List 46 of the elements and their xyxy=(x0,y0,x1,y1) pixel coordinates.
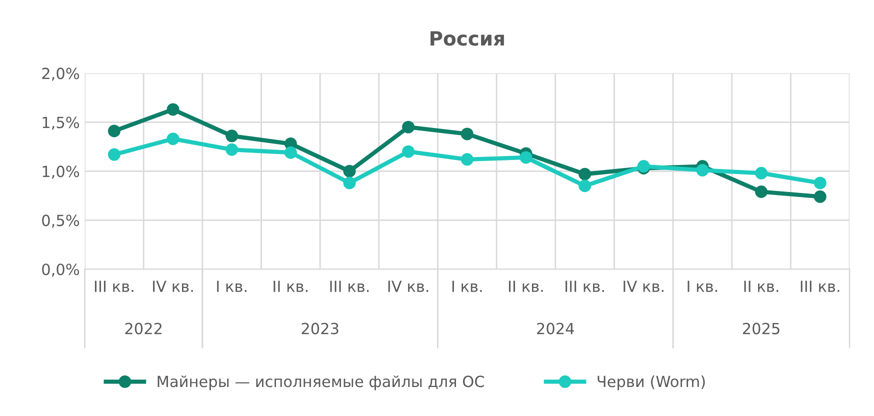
y-tick-label: 2,0% xyxy=(42,68,80,81)
x-tick-label: III кв. xyxy=(330,280,369,292)
point xyxy=(755,186,768,198)
point xyxy=(108,124,120,138)
x-tick-label: III кв. xyxy=(800,280,840,292)
x-tick-label: IV кв. xyxy=(153,280,193,292)
x-tick-label: II кв. xyxy=(274,280,308,292)
point xyxy=(226,130,238,142)
point xyxy=(460,128,474,140)
point xyxy=(814,190,826,203)
point xyxy=(166,132,180,146)
y-tick-label: 0,5% xyxy=(42,214,80,228)
y-tick-label: 0,0% xyxy=(42,264,80,277)
x-tick-label: II кв. xyxy=(744,280,778,292)
point xyxy=(226,143,238,156)
point xyxy=(520,151,532,164)
chart-title: Россия xyxy=(430,31,504,46)
x-tick-label: I кв. xyxy=(688,280,718,292)
x-tick-label: I кв. xyxy=(217,280,246,292)
legend-label: Майнеры — исполняемые файлы для ОС xyxy=(158,375,484,390)
x-tick-label: I кв. xyxy=(452,280,482,292)
point xyxy=(402,120,415,134)
point xyxy=(166,103,180,116)
point xyxy=(814,176,826,190)
x-tick-label: III кв. xyxy=(566,280,604,292)
text: 2023 xyxy=(302,322,338,334)
point xyxy=(696,164,709,176)
x-tick-label: II кв. xyxy=(509,280,543,292)
point xyxy=(578,168,592,180)
point xyxy=(343,164,356,178)
y-tick-label: 1,5% xyxy=(42,116,80,130)
text: 2025 xyxy=(742,322,780,334)
y-tick-label: 1,0% xyxy=(42,166,80,179)
point xyxy=(402,145,415,158)
point xyxy=(108,148,120,161)
point xyxy=(343,176,356,190)
x-tick-label: IV кв. xyxy=(624,280,664,292)
point xyxy=(578,180,592,192)
point xyxy=(284,146,297,159)
point xyxy=(460,153,474,166)
text: 2022 xyxy=(125,322,162,334)
text: 2024 xyxy=(537,322,574,334)
x-tick-label: III кв. xyxy=(94,280,134,292)
x-tick-label: IV кв. xyxy=(388,280,428,292)
point xyxy=(755,166,768,180)
legend-label: Черви (Worm) xyxy=(598,375,705,390)
